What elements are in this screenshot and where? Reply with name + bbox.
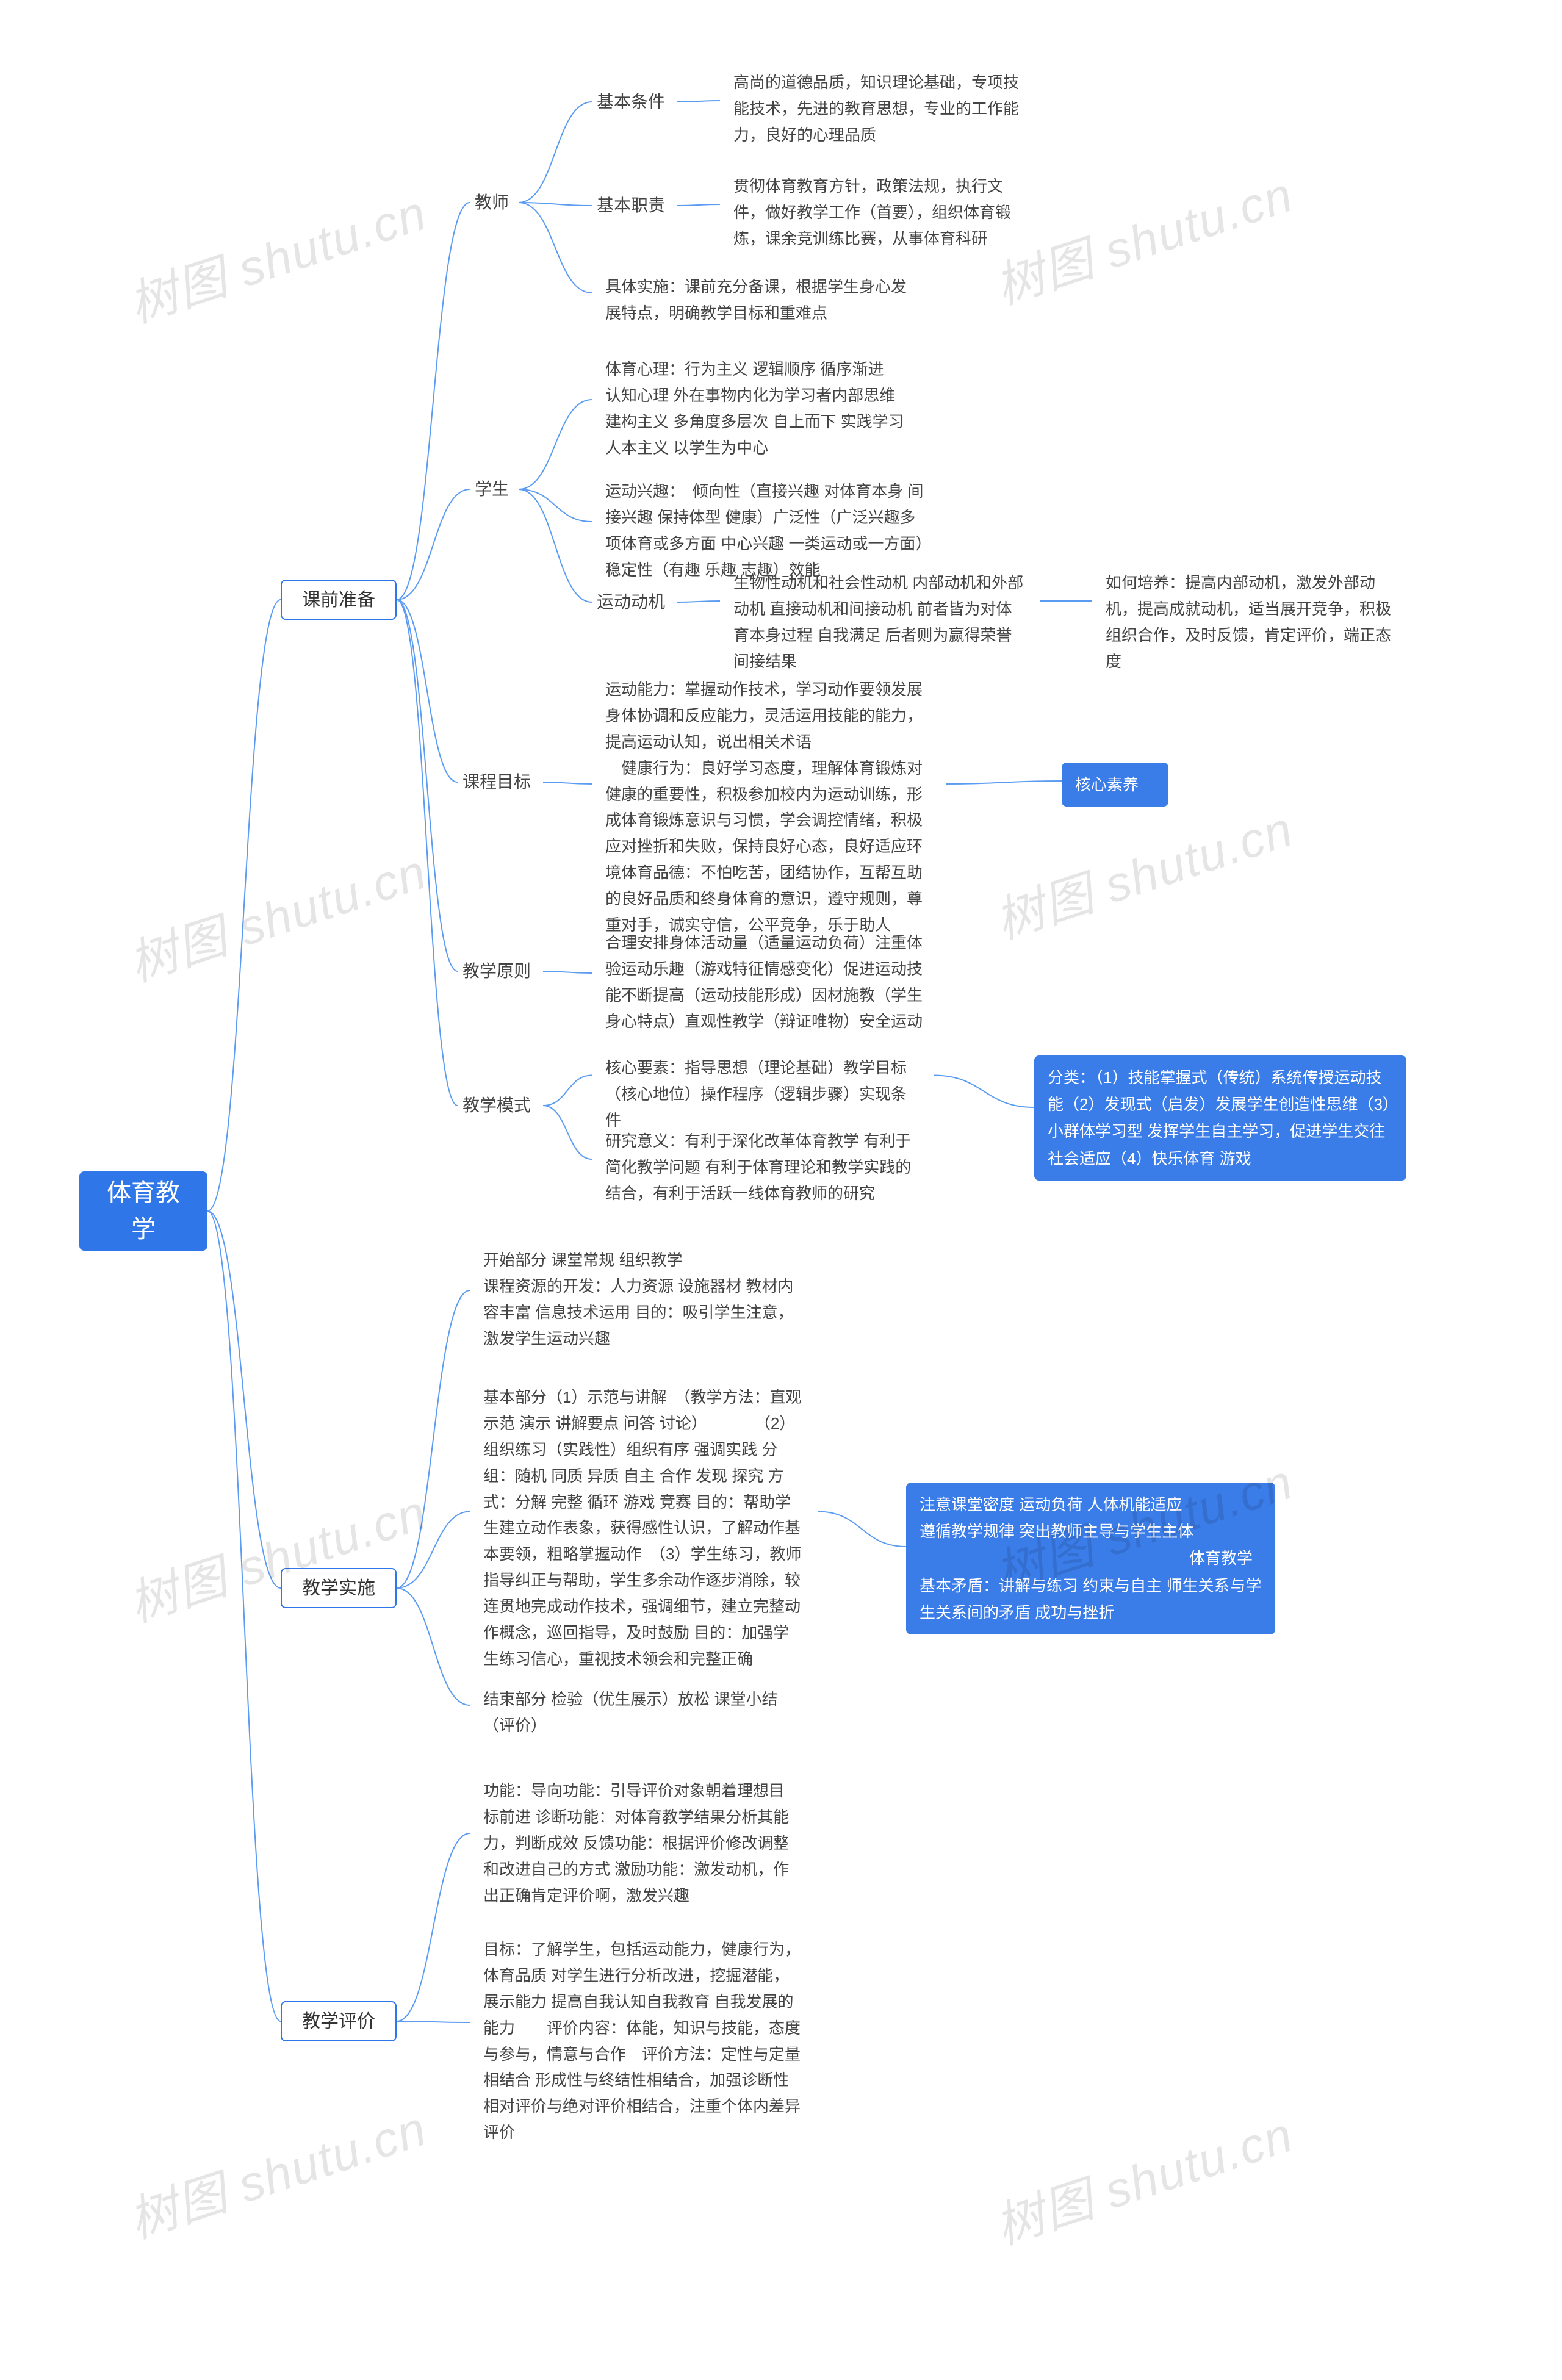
- node-s3r: 如何培养：提高内部动机，激发外部动机，提高成就动机，适当展开竞争，积极组织合作，…: [1092, 561, 1416, 683]
- node-t1p: 高尚的道德品质，知识理论基础，专项技能技术，先进的教育思想，专业的工作能力，良好…: [720, 61, 1037, 157]
- watermark: 树图 shutu.cn: [118, 1473, 434, 1636]
- node-g1p: 运动能力：掌握动作技术，学习动作要领发展身体协调和反应能力，灵活运用技能的能力，…: [592, 668, 946, 947]
- node-t1: 基本条件: [592, 88, 677, 115]
- node-s3p: 生物性动机和社会性动机 内部动机和外部动机 直接动机和间接动机 前者皆为对体育本…: [720, 561, 1040, 683]
- edge: [397, 489, 470, 600]
- node-s3: 运动动机: [592, 589, 677, 616]
- node-p1p: 合理安排身体活动量（适量运动负荷）注重体验运动乐趣（游戏特征情感变化）促进运动技…: [592, 921, 940, 1043]
- node-student: 学生: [470, 476, 519, 503]
- node-mode: 教学模式: [458, 1092, 543, 1119]
- node-b2r: 注意课堂密度 运动负荷 人体机能适应遵循教学规律 突出教师主导与学生主体 体育教…: [906, 1483, 1275, 1634]
- edge: [207, 1211, 281, 2021]
- edge: [677, 204, 720, 206]
- edge: [397, 600, 458, 1106]
- node-teacher: 教师: [470, 189, 519, 216]
- node-b3p: 结束部分 检验（优生展示）放松 课堂小结（评价）: [470, 1678, 812, 1747]
- node-l2b: 教学实施: [281, 1568, 397, 1608]
- edge: [397, 600, 458, 782]
- node-m2p: 研究意义：有利于深化改革体育教学 有利于简化教学问题 有利于体育理论和教学实践的…: [592, 1120, 934, 1215]
- edge: [543, 1076, 592, 1106]
- edge: [946, 781, 1062, 784]
- edge: [519, 203, 592, 293]
- node-b2p: 基本部分（1）示范与讲解 （教学方法：直观示范 演示 讲解要点 问答 讨论） （…: [470, 1376, 818, 1681]
- node-t2: 基本职责: [592, 192, 677, 219]
- node-princ: 教学原则: [458, 958, 543, 985]
- node-l2a: 课前准备: [281, 580, 397, 620]
- watermark: 树图 shutu.cn: [118, 2090, 434, 2252]
- node-c1p: 功能：导向功能：引导评价对象朝着理想目标前进 诊断功能：对体育教学结果分析其能力…: [470, 1769, 812, 1917]
- edge: [397, 2021, 470, 2022]
- edge: [397, 600, 458, 971]
- edge: [543, 1106, 592, 1159]
- edge: [397, 203, 470, 600]
- edge: [519, 489, 592, 522]
- node-goal: 课程目标: [458, 769, 543, 796]
- watermark: 树图 shutu.cn: [985, 2096, 1301, 2259]
- node-s1p: 体育心理：行为主义 逻辑顺序 循序渐进认知心理 外在事物内化为学习者内部思维建构…: [592, 348, 934, 470]
- node-l2c: 教学评价: [281, 2001, 397, 2041]
- node-b1p: 开始部分 课堂常规 组织教学 课程资源的开发：人力资源 设施器材 教材内容丰富 …: [470, 1239, 812, 1361]
- node-g1r: 核心素养: [1062, 763, 1168, 807]
- node-root: 体育教学: [79, 1171, 207, 1251]
- edge: [818, 1512, 906, 1547]
- edge: [397, 1588, 470, 1705]
- edge: [519, 203, 592, 206]
- edge: [397, 1512, 470, 1589]
- edge: [207, 600, 281, 1211]
- edge: [677, 601, 720, 602]
- edge: [397, 1290, 470, 1588]
- edge: [543, 782, 592, 784]
- edge: [207, 1211, 281, 1588]
- edge: [543, 971, 592, 973]
- edge: [519, 102, 592, 203]
- watermark: 树图 shutu.cn: [118, 174, 434, 337]
- edge: [397, 1833, 470, 2021]
- edge: [677, 101, 720, 102]
- node-t2p: 贯彻体育教育方针，政策法规，执行文件，做好教学工作（首要），组织体育锻炼，课余竞…: [720, 165, 1037, 261]
- edge: [519, 489, 592, 602]
- edge: [934, 1076, 1034, 1108]
- watermark: 树图 shutu.cn: [118, 833, 434, 996]
- watermark: 树图 shutu.cn: [985, 790, 1301, 953]
- node-m1r: 分类：（1）技能掌握式（传统）系统传授运动技能（2）发现式（启发）发展学生创造性…: [1034, 1055, 1406, 1181]
- node-c2p: 目标：了解学生，包括运动能力，健康行为，体育品质 对学生进行分析改进，挖掘潜能，…: [470, 1928, 818, 2154]
- edge: [519, 400, 592, 489]
- node-t3p: 具体实施：课前充分备课，根据学生身心发展特点，明确教学目标和重难点: [592, 265, 934, 335]
